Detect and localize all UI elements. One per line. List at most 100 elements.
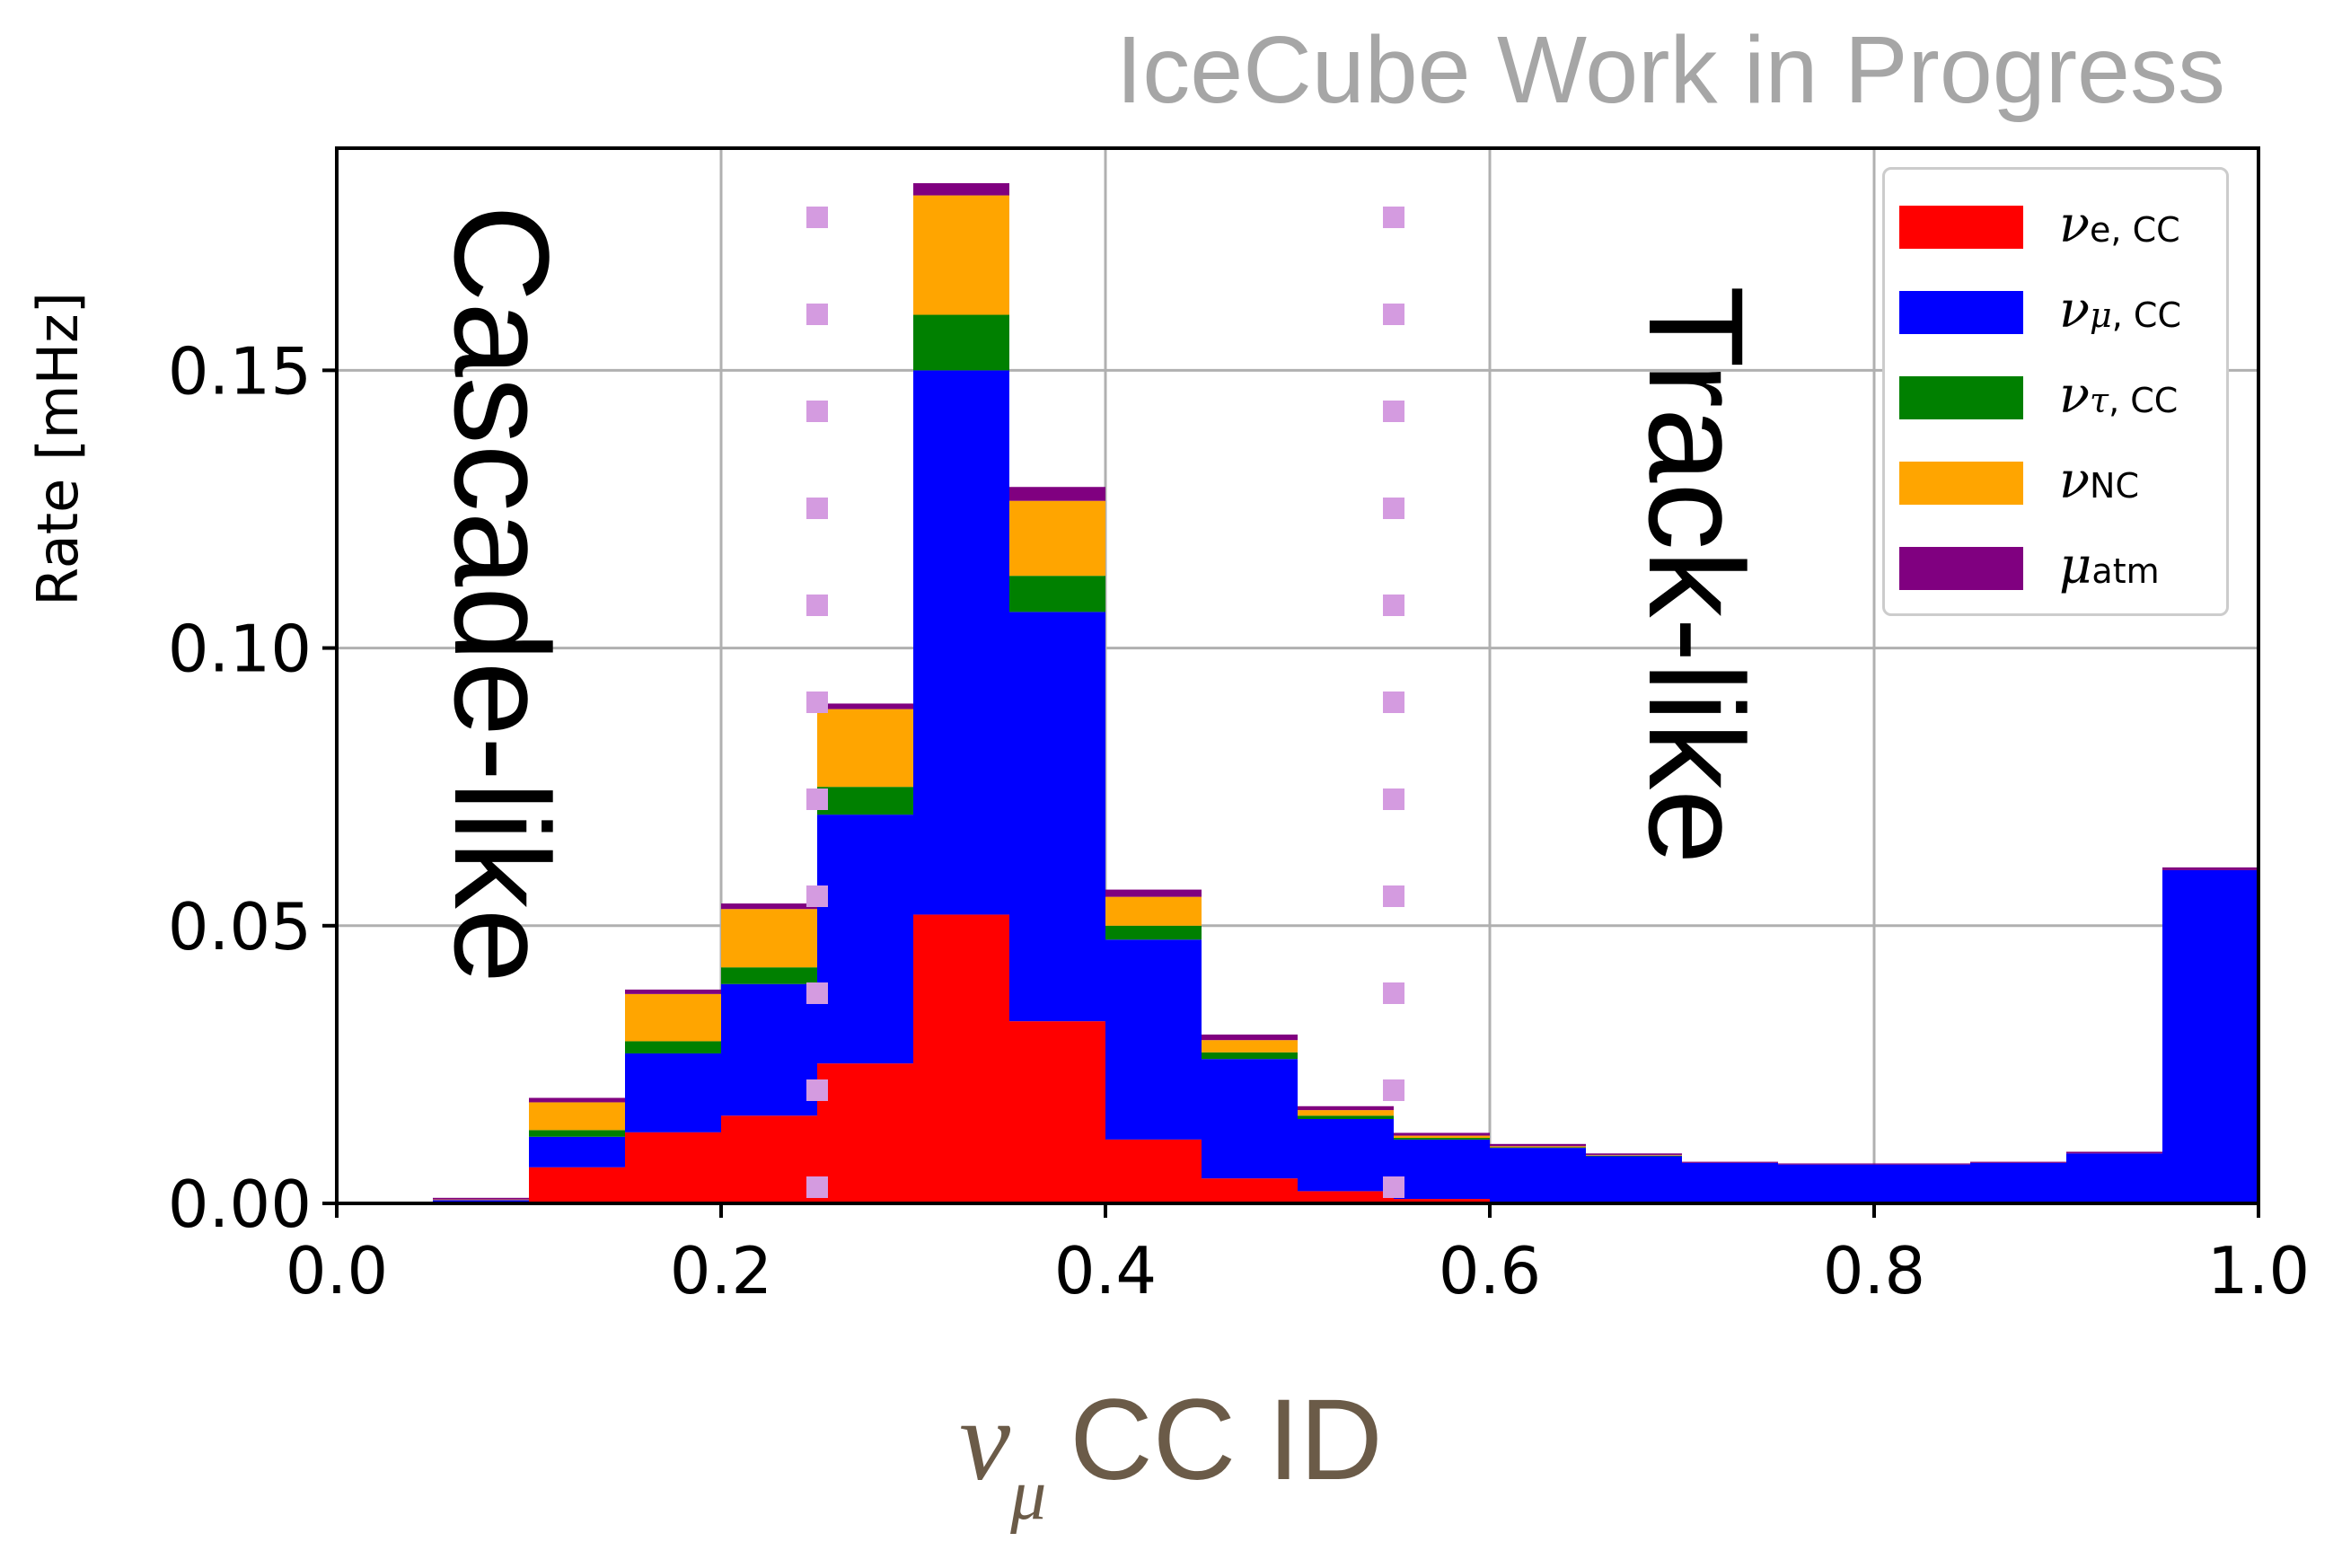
legend-symbol-nutau-cc: ν bbox=[2059, 366, 2091, 425]
cut-line-1-dot bbox=[1383, 788, 1404, 810]
bar-numu_cc-bin-19 bbox=[2162, 869, 2258, 1203]
bar-nutau_cc-bin-7 bbox=[1009, 576, 1105, 612]
y-tick-label-3: 0.15 bbox=[168, 333, 312, 409]
bar-numu_cc-bin-1 bbox=[433, 1200, 529, 1202]
bar-nu_nc-bin-1 bbox=[433, 1199, 529, 1201]
bar-nutau_cc-bin-5 bbox=[817, 787, 913, 815]
cut-line-0-dot bbox=[806, 982, 828, 1004]
legend-sub-numu-cc: , CC bbox=[2111, 295, 2181, 335]
cascade-like-label: Cascade-like bbox=[427, 205, 577, 984]
cut-line-0-dot bbox=[806, 207, 828, 228]
bar-mu_atm-bin-5 bbox=[817, 703, 913, 709]
bar-mu_atm-bin-3 bbox=[625, 989, 721, 994]
bar-mu_atm-bin-10 bbox=[1298, 1106, 1394, 1111]
bar-nutau_cc-bin-10 bbox=[1298, 1115, 1394, 1119]
bar-mu_atm-bin-8 bbox=[1105, 889, 1202, 897]
bar-mu_atm-bin-12 bbox=[1490, 1143, 1586, 1147]
bar-nu_nc-bin-10 bbox=[1298, 1110, 1394, 1116]
bar-nu_nc-bin-3 bbox=[625, 993, 721, 1042]
legend-swatch-mu-atm bbox=[1899, 547, 2023, 590]
y-tick-label-0: 0.00 bbox=[168, 1167, 312, 1242]
bar-mu_atm-bin-1 bbox=[433, 1197, 529, 1200]
bar-nue_cc-bin-4 bbox=[721, 1115, 817, 1203]
legend-swatch-numu-cc bbox=[1899, 291, 2023, 334]
bar-nue_cc-bin-10 bbox=[1298, 1191, 1394, 1203]
stacked-bars bbox=[433, 182, 2258, 1203]
cut-line-1-dot bbox=[1383, 1079, 1404, 1101]
bar-mu_atm-bin-18 bbox=[2066, 1151, 2162, 1154]
bar-nutau_cc-bin-9 bbox=[1202, 1052, 1298, 1060]
bar-numu_cc-bin-18 bbox=[2066, 1153, 2162, 1203]
bar-mu_atm-bin-13 bbox=[1586, 1153, 1682, 1156]
cut-line-1-dot bbox=[1383, 304, 1404, 325]
legend-swatch-nu-nc bbox=[1899, 462, 2023, 505]
bar-numu_cc-bin-13 bbox=[1586, 1156, 1682, 1202]
bar-nutau_cc-bin-3 bbox=[625, 1041, 721, 1054]
bar-nue_cc-bin-7 bbox=[1009, 1021, 1105, 1203]
bar-numu_cc-bin-17 bbox=[1970, 1162, 2066, 1203]
x-axis-title: νμ CC ID bbox=[0, 1374, 2342, 1537]
bar-mu_atm-bin-7 bbox=[1009, 487, 1105, 501]
bar-numu_cc-bin-8 bbox=[1105, 939, 1202, 1140]
legend-symbol-nue-cc: ν bbox=[2059, 196, 2091, 254]
bar-nu_nc-bin-2 bbox=[529, 1102, 625, 1131]
bar-nutau_cc-bin-13 bbox=[1586, 1155, 1682, 1157]
bar-mu_atm-bin-4 bbox=[721, 903, 817, 910]
legend-label-numu-cc: νμ, CC bbox=[2059, 284, 2181, 342]
bar-numu_cc-bin-16 bbox=[1874, 1164, 1970, 1203]
legend-label-nutau-cc: ντ, CC bbox=[2059, 369, 2178, 427]
legend-label-nue-cc: νe, CC bbox=[2059, 198, 2180, 257]
cut-line-0-dot bbox=[806, 498, 828, 519]
cut-line-0-dot bbox=[806, 304, 828, 325]
legend-swatch-nutau-cc bbox=[1899, 376, 2023, 419]
bar-nue_cc-bin-6 bbox=[913, 914, 1009, 1203]
cut-line-0-dot bbox=[806, 692, 828, 713]
bar-numu_cc-bin-10 bbox=[1298, 1119, 1394, 1192]
bar-numu_cc-bin-12 bbox=[1490, 1148, 1586, 1202]
cut-lines bbox=[806, 207, 1404, 1198]
bar-nue_cc-bin-8 bbox=[1105, 1139, 1202, 1203]
watermark-text: IceCube Work in Progress bbox=[1115, 17, 2225, 123]
legend-symbol-mu-atm: μ bbox=[2059, 537, 2092, 595]
cut-line-0-dot bbox=[806, 1079, 828, 1101]
x-tick-label-1: 0.2 bbox=[670, 1233, 773, 1308]
legend-sub-nutau-cc: , CC bbox=[2109, 381, 2179, 420]
x-tick-label-2: 0.4 bbox=[1054, 1233, 1158, 1308]
legend-sub-nu-nc: NC bbox=[2090, 466, 2140, 506]
cut-line-0-dot bbox=[806, 401, 828, 422]
cut-line-1-dot bbox=[1383, 401, 1404, 422]
cut-line-1-dot bbox=[1383, 595, 1404, 616]
bar-nue_cc-bin-9 bbox=[1202, 1178, 1298, 1203]
bar-nu_nc-bin-8 bbox=[1105, 896, 1202, 926]
x-tick-label-4: 0.8 bbox=[1823, 1233, 1926, 1308]
legend-symbol-numu-cc: ν bbox=[2059, 281, 2091, 339]
bar-mu_atm-bin-9 bbox=[1202, 1035, 1298, 1041]
bar-mu_atm-bin-19 bbox=[2162, 867, 2258, 870]
legend-subgreek-numu-cc: μ bbox=[2090, 295, 2112, 335]
bar-nu_nc-bin-6 bbox=[913, 195, 1009, 315]
bar-numu_cc-bin-9 bbox=[1202, 1059, 1298, 1179]
bar-nutau_cc-bin-11 bbox=[1394, 1138, 1490, 1140]
cut-line-1-dot bbox=[1383, 1176, 1404, 1198]
bar-nu_nc-bin-4 bbox=[721, 909, 817, 968]
bar-numu_cc-bin-2 bbox=[529, 1136, 625, 1167]
x-axis-title-text: CC ID bbox=[1070, 1376, 1383, 1504]
legend-label-nu-nc: νNC bbox=[2059, 454, 2139, 513]
plot-frame bbox=[335, 146, 2260, 1205]
legend: νe, CC νμ, CC ντ, CC νNC μatm bbox=[1882, 167, 2229, 616]
cut-line-1-dot bbox=[1383, 982, 1404, 1004]
bar-mu_atm-bin-16 bbox=[1874, 1163, 1970, 1165]
bar-nu_nc-bin-5 bbox=[817, 709, 913, 788]
legend-sub-mu-atm: atm bbox=[2091, 551, 2160, 591]
bar-nu_nc-bin-9 bbox=[1202, 1040, 1298, 1053]
bar-nutau_cc-bin-6 bbox=[913, 314, 1009, 371]
y-tick-label-2: 0.10 bbox=[168, 612, 312, 687]
bar-nutau_cc-bin-4 bbox=[721, 967, 817, 984]
bar-nu_nc-bin-12 bbox=[1490, 1146, 1586, 1148]
bar-nue_cc-bin-3 bbox=[625, 1132, 721, 1203]
legend-subgreek-nutau-cc: τ bbox=[2090, 381, 2109, 420]
bar-nutau_cc-bin-2 bbox=[529, 1130, 625, 1137]
bar-nue_cc-bin-5 bbox=[817, 1063, 913, 1203]
cut-line-0-dot bbox=[806, 788, 828, 810]
